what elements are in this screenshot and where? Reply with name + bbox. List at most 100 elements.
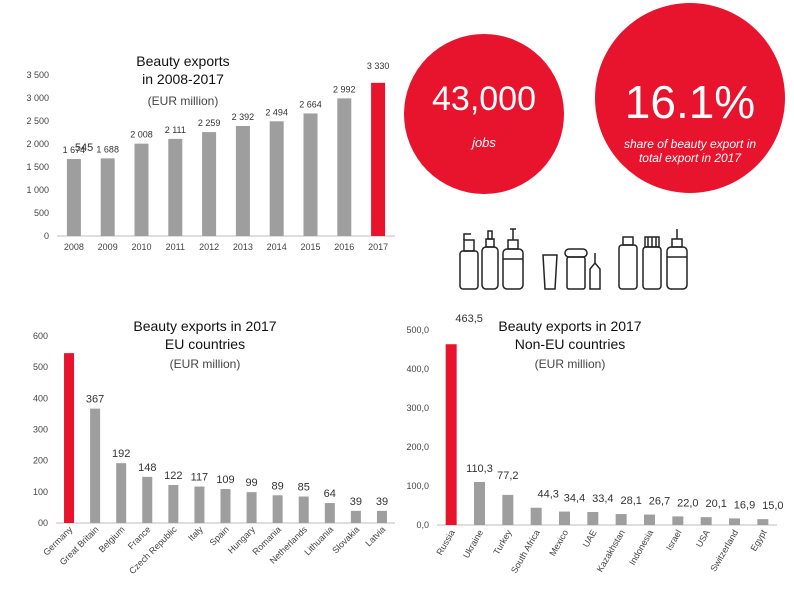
jobs-stat-value: 43,000 (432, 80, 536, 118)
bar (376, 510, 387, 523)
data-label: 39 (376, 496, 388, 508)
data-label: 2 392 (232, 112, 255, 122)
x-tick-label: USA (694, 528, 712, 549)
data-label: 16,9 (734, 499, 755, 511)
x-tick-label: 2009 (98, 242, 118, 252)
data-label: 77,2 (497, 470, 518, 482)
x-tick-label: Ukraine (461, 528, 485, 560)
y-tick-label: 500 (34, 208, 49, 218)
x-tick-label: 2013 (233, 242, 253, 252)
x-tick-label: 2012 (199, 242, 219, 252)
bar (134, 143, 149, 236)
x-tick-label: Mexico (547, 528, 570, 558)
bar (757, 519, 769, 525)
x-tick-label: 2017 (368, 242, 388, 252)
export-share-stat-value: 16.1% (624, 76, 756, 128)
x-tick-label: 2010 (131, 242, 151, 252)
data-label: 545 (75, 142, 93, 154)
data-label: 22,0 (677, 497, 698, 509)
data-label: 463,5 (455, 313, 483, 325)
x-tick-label: Russia (434, 528, 456, 557)
y-tick-label: 0 (44, 231, 49, 241)
x-tick-label: 2008 (64, 242, 84, 252)
bar (371, 82, 386, 236)
chart-title: Beauty exports in 2017 Non-EU countries (498, 318, 641, 352)
y-tick-label: 500,0 (406, 325, 429, 335)
chart-subtitle: (EUR million) (535, 357, 606, 371)
bar (298, 496, 309, 523)
data-label: 2 259 (198, 118, 221, 128)
bar (66, 158, 81, 236)
chart-title: Beauty exports in 2017 EU countries (133, 318, 276, 352)
x-tick-label: Romania (251, 524, 284, 557)
bar (303, 113, 318, 236)
x-tick-label: Belgium (97, 524, 127, 554)
x-tick-label: Netherlands (268, 524, 310, 566)
bar (202, 132, 217, 236)
x-tick-label: Switzerland (708, 528, 740, 573)
bar (142, 476, 153, 523)
bar (246, 492, 257, 523)
chart-title: Beauty exports in 2008-2017 (136, 53, 229, 87)
y-tick-label: 2 500 (26, 116, 49, 126)
chart-subtitle: (EUR million) (148, 94, 219, 108)
y-tick-label: 3 000 (26, 93, 49, 103)
bar (615, 514, 627, 525)
chart-subtitle: (EUR million) (170, 357, 241, 371)
bar (672, 516, 684, 525)
y-tick-label: 1 000 (26, 185, 49, 195)
x-tick-label: Egypt (748, 528, 768, 553)
x-tick-label: 2011 (166, 242, 185, 252)
x-tick-label: 2015 (300, 242, 320, 252)
x-tick-label: Germany (41, 524, 75, 558)
data-label: 192 (112, 448, 130, 460)
bar (220, 489, 231, 523)
data-label: 89 (272, 480, 284, 492)
bar (168, 484, 179, 523)
x-tick-label: 2016 (334, 242, 354, 252)
bar (530, 507, 542, 525)
bar (235, 125, 250, 236)
data-label: 2 494 (265, 107, 288, 117)
data-label: 110,3 (466, 463, 493, 475)
y-tick-label: 00 (38, 518, 48, 528)
data-label: 99 (245, 477, 257, 489)
x-tick-label: Czech Republic (127, 524, 179, 576)
x-tick-label: Turkey (491, 528, 513, 557)
y-tick-label: 100 (33, 487, 48, 497)
y-tick-label: 0,0 (416, 520, 429, 530)
bar (700, 517, 712, 525)
bar (474, 481, 485, 525)
data-label: 64 (324, 488, 336, 500)
bar (729, 518, 740, 525)
bar (269, 121, 284, 236)
bar (90, 408, 101, 523)
data-label: 44,3 (537, 489, 558, 501)
export-share-stat-caption: share of beauty export in total export i… (623, 137, 757, 165)
data-label: 122 (164, 470, 182, 482)
y-tick-label: 600 (33, 331, 48, 341)
y-tick-label: 400 (33, 393, 48, 403)
data-label: 117 (191, 472, 209, 484)
x-tick-label: Israel (664, 528, 684, 552)
data-label: 109 (216, 474, 234, 486)
bar (100, 158, 115, 236)
jobs-stat-caption: jobs (472, 135, 496, 150)
data-label: 1 688 (96, 144, 119, 154)
data-label: 1 674 (63, 145, 86, 155)
data-label: 2 664 (299, 99, 322, 109)
data-label: 34,4 (564, 493, 585, 505)
y-tick-label: 2 000 (26, 139, 49, 149)
x-tick-label: Latvia (363, 524, 387, 548)
data-label: 28,1 (620, 495, 641, 507)
y-tick-label: 300 (33, 425, 48, 435)
data-label: 2 111 (165, 125, 186, 135)
x-tick-label: France (126, 524, 153, 551)
x-tick-label: Italy (186, 524, 205, 543)
bar (116, 463, 127, 523)
jobs-stat-circle: 43,000 jobs (404, 34, 564, 194)
y-tick-label: 400,0 (406, 364, 429, 374)
data-label: 367 (86, 394, 104, 406)
y-tick-label: 500 (33, 362, 48, 372)
data-label: 15,0 (762, 500, 783, 512)
